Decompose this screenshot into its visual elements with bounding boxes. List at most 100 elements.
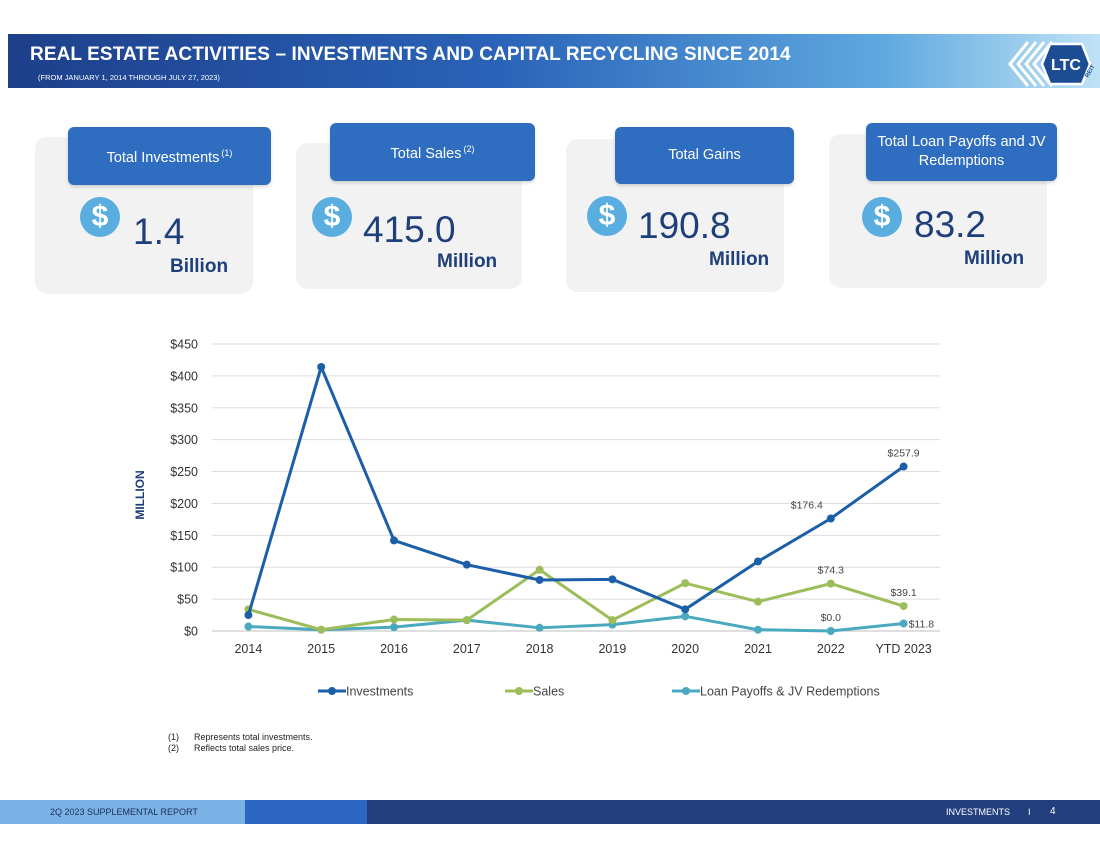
footer-separator: I: [1028, 807, 1031, 817]
y-tick-label: $150: [170, 529, 198, 543]
chart-legend: Investments Sales Loan Payoffs & JV Redemp…: [318, 685, 880, 699]
legend-marker: [682, 687, 690, 695]
data-point: [826, 627, 835, 635]
y-axis-title: MILLION: [133, 470, 147, 519]
page-subtitle: (FROM JANUARY 1, 2014 THROUGH JULY 27, 2…: [38, 73, 220, 82]
legend-label: Loan Payoffs & JV Redemptions: [700, 685, 880, 699]
footnote-2: (2) Reflects total sales price.: [168, 743, 313, 754]
y-tick-label: $350: [170, 401, 198, 415]
series-line: [248, 614, 904, 633]
legend-marker: [328, 687, 336, 695]
footer-accent-light: [0, 800, 245, 824]
dollar-icon: $: [862, 197, 902, 237]
total-sales-label-text: Total Sales: [390, 145, 462, 162]
y-tick-label: $450: [170, 338, 198, 352]
data-point: [681, 605, 690, 614]
total-loan-payoffs-value: 83.2: [914, 204, 987, 245]
footnote-ref-1: (1): [221, 148, 233, 159]
data-point: [899, 462, 908, 471]
footnote-1: (1) Represents total investments.: [168, 732, 313, 743]
data-label: $74.3: [818, 565, 844, 577]
total-investments-value: 1.4: [133, 211, 185, 252]
series-line: [247, 568, 905, 632]
x-tick-label: 2022: [817, 642, 845, 656]
y-tick-label: $0: [184, 625, 198, 639]
y-tick-label: $50: [177, 593, 198, 607]
data-point: [826, 514, 835, 523]
footnote-ref-2: (2): [463, 144, 475, 155]
total-gains-unit: Million: [709, 249, 770, 270]
data-point: [390, 623, 398, 632]
total-sales-unit: Million: [437, 251, 498, 272]
data-point: [608, 575, 617, 584]
x-tick-label: 2016: [380, 642, 408, 656]
page-title: REAL ESTATE ACTIVITIES – INVESTMENTS AND…: [30, 44, 791, 65]
footer-section-name: INVESTMENTS: [946, 807, 1011, 817]
data-point: [390, 536, 398, 545]
total-sales-label: Total Sales (2): [330, 123, 535, 181]
y-tick-label: $400: [170, 369, 198, 383]
data-point: [317, 625, 326, 634]
total-loan-payoffs-unit: Million: [964, 248, 1025, 269]
dollar-icon: $: [587, 196, 627, 236]
total-gains-label-text: Total Gains: [668, 147, 741, 163]
data-point: [681, 579, 690, 588]
x-tick-label: 2018: [526, 642, 554, 656]
x-tick-label: YTD 2023: [875, 642, 931, 656]
chart-gridlines: [212, 343, 940, 632]
data-point: [535, 575, 544, 584]
ltc-reit-logo-icon: LTC REIT: [1008, 41, 1094, 87]
legend-marker: [515, 687, 523, 695]
y-tick-label: $300: [170, 433, 198, 447]
total-gains-value: 190.8: [638, 205, 731, 246]
footnotes: (1) Represents total investments. (2) Refl…: [168, 732, 313, 754]
data-point: [244, 622, 253, 631]
data-point: [244, 611, 253, 620]
x-axis-ticks: 2014 2015 2016 2017 2018 2019 2020 2021 2022 YTD …: [234, 642, 931, 656]
data-point: [390, 615, 398, 624]
logo-text: LTC: [1051, 57, 1081, 74]
data-point: [681, 612, 690, 621]
data-label: $11.8: [909, 618, 935, 630]
header-band: [8, 34, 1100, 88]
footnote-1-mark: (1): [168, 732, 179, 742]
total-sales-value: 415.0: [363, 209, 456, 250]
chart-series: [244, 362, 908, 635]
data-point: [826, 579, 835, 588]
total-investments-unit: Billion: [170, 256, 229, 277]
x-tick-label: 2015: [307, 642, 335, 656]
x-tick-label: 2014: [234, 642, 262, 656]
page-number: 4: [1050, 806, 1056, 817]
legend-label: Sales: [533, 685, 564, 699]
data-point: [317, 362, 326, 371]
footnote-2-text: Reflects total sales price.: [194, 743, 295, 753]
legend-label: Investments: [346, 685, 413, 699]
chart-data-labels: $176.4 $257.9 $74.3 $39.1 $0.0 $11.8: [791, 448, 935, 631]
total-loan-payoffs-label-text: Total Loan Payoffs and JV Redemptions: [877, 134, 1046, 169]
investments-line-chart: $0 $50 $100 $150 $200 $250 $300 $350 $400 $450 20…: [133, 338, 940, 699]
footnote-1-text: Represents total investments.: [194, 732, 313, 742]
total-loan-payoffs-label: Total Loan Payoffs and JV Redemptions: [866, 123, 1057, 181]
data-label: $257.9: [888, 448, 920, 460]
data-point: [899, 602, 908, 611]
total-investments-label-text: Total Investments: [106, 149, 220, 166]
x-tick-label: 2020: [671, 642, 699, 656]
data-point: [754, 625, 762, 634]
y-tick-label: $100: [170, 561, 198, 575]
footnote-2-mark: (2): [168, 743, 179, 753]
data-point: [899, 619, 908, 628]
x-tick-label: 2021: [744, 642, 772, 656]
data-point: [535, 565, 544, 574]
data-label: $39.1: [890, 587, 916, 599]
y-axis-ticks: $0 $50 $100 $150 $200 $250 $300 $350 $400 $450: [170, 338, 198, 639]
data-point: [535, 623, 544, 632]
data-point: [754, 597, 762, 606]
total-gains-label: Total Gains: [615, 127, 794, 184]
dollar-icon: $: [312, 197, 352, 237]
data-label: $0.0: [821, 612, 842, 624]
footer-accent-mid: [245, 800, 367, 824]
x-tick-label: 2019: [598, 642, 626, 656]
data-point: [754, 557, 762, 566]
y-tick-label: $200: [170, 497, 198, 511]
dollar-icon: $: [80, 197, 120, 237]
